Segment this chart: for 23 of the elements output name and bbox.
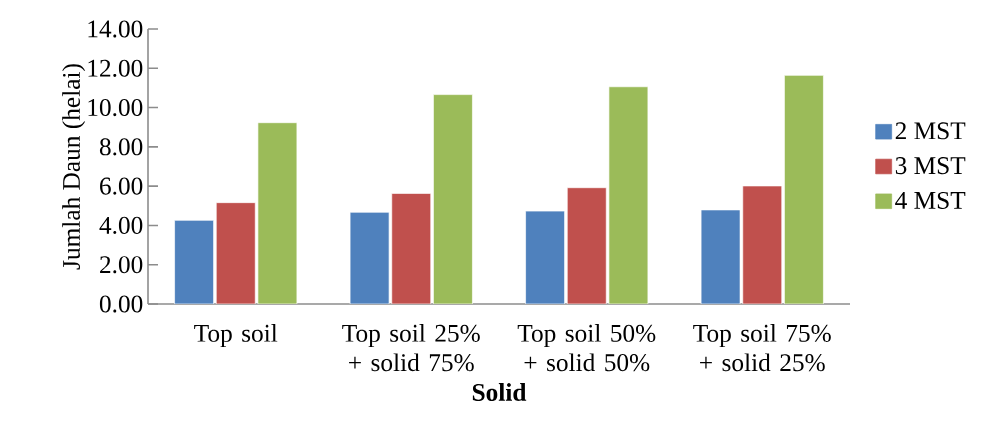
legend-label: 3 MST	[895, 157, 966, 175]
y-tick-label: 6.00	[100, 177, 143, 195]
y-tick-label: 12.00	[88, 59, 143, 77]
bar	[174, 219, 214, 304]
y-axis-title: Jumlah Daun (helai)	[62, 64, 86, 270]
legend-label: 4 MST	[895, 191, 966, 209]
y-tick-label: 14.00	[88, 20, 143, 38]
y-tick-label: 2.00	[100, 256, 143, 274]
y-tick-label: 4.00	[99, 216, 143, 235]
legend-label: 2 MST	[895, 122, 966, 140]
x-tick-label: Top soil 75% + solid 25%	[693, 324, 831, 372]
x-tick-label: Top soil	[194, 324, 278, 348]
x-tick-label: Top soil 50% + solid 50%	[517, 324, 656, 372]
x-axis-title: Solid	[472, 383, 527, 401]
y-tick-label: 10.00	[88, 98, 143, 117]
y-tick-label: 8.00	[99, 138, 143, 156]
bar	[700, 209, 741, 304]
y-tick-label: 0.00	[99, 295, 143, 313]
bar	[433, 94, 473, 304]
bar	[349, 211, 390, 304]
x-tick-label: Top soil 25% + solid 75%	[342, 324, 480, 372]
bar	[525, 210, 565, 304]
bar	[784, 75, 824, 304]
